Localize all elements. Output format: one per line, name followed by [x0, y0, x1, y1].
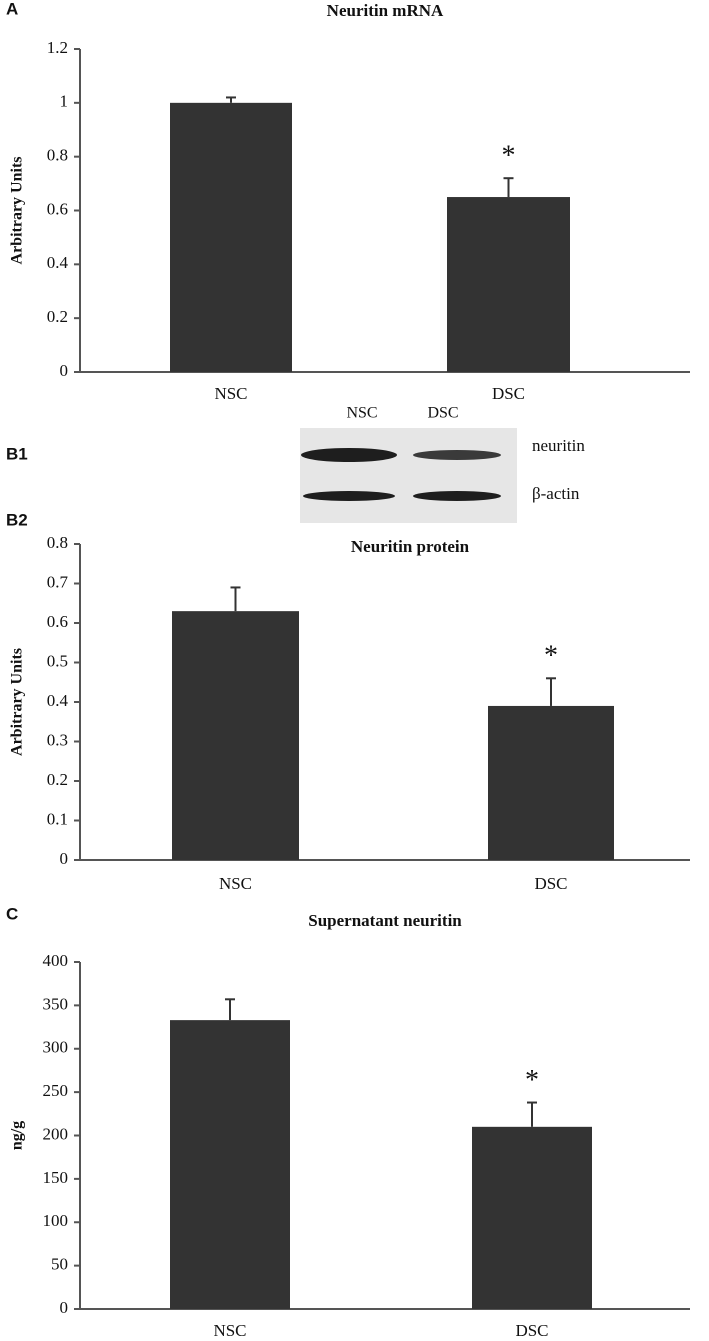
y-axis-label: Arbitrary Units — [9, 648, 26, 756]
chart-title: Neuritin protein — [351, 537, 470, 556]
blot-background — [300, 428, 517, 523]
x-tick-label: NSC — [214, 384, 247, 403]
y-tick-label: 0.2 — [47, 307, 68, 326]
x-tick-label: NSC — [213, 1321, 246, 1340]
x-tick-label: DSC — [492, 384, 525, 403]
chart-title: Neuritin mRNA — [327, 1, 444, 20]
y-tick-label: 0.3 — [47, 730, 68, 749]
significance-marker: * — [502, 141, 516, 172]
y-tick-label: 0.4 — [47, 691, 69, 710]
band-label: neuritin — [532, 436, 585, 455]
y-tick-label: 0.5 — [47, 651, 68, 670]
y-tick-label: 0 — [60, 849, 69, 868]
bar — [170, 102, 292, 372]
chart-title: Supernatant neuritin — [308, 911, 462, 930]
panel-label: C — [6, 904, 18, 923]
bar — [447, 197, 570, 372]
significance-marker: * — [544, 641, 558, 672]
y-axis-label: ng/g — [9, 1121, 26, 1150]
blot-band — [413, 491, 501, 501]
y-tick-label: 0 — [60, 361, 69, 380]
y-tick-label: 250 — [43, 1081, 69, 1100]
y-tick-label: 0.4 — [47, 253, 69, 272]
x-tick-label: NSC — [219, 874, 252, 893]
y-tick-label: 350 — [43, 994, 69, 1013]
y-tick-label: 0.2 — [47, 770, 68, 789]
y-tick-label: 100 — [43, 1211, 69, 1230]
y-tick-label: 0.6 — [47, 199, 68, 218]
x-tick-label: DSC — [534, 874, 567, 893]
y-tick-label: 0.6 — [47, 612, 68, 631]
panel-label: A — [6, 0, 18, 18]
bar — [488, 705, 614, 860]
significance-marker: * — [525, 1065, 539, 1096]
y-tick-label: 200 — [43, 1124, 69, 1143]
y-tick-label: 0.1 — [47, 809, 68, 828]
bar — [170, 1020, 290, 1309]
y-tick-label: 1.2 — [47, 38, 68, 57]
blot-band — [303, 491, 395, 501]
panel-label: B2 — [6, 510, 28, 529]
y-tick-label: 50 — [51, 1255, 68, 1274]
y-tick-label: 0 — [60, 1298, 69, 1317]
y-tick-label: 400 — [43, 951, 69, 970]
blot-band — [301, 448, 397, 462]
western-blot — [300, 428, 517, 523]
lane-label: DSC — [427, 405, 458, 422]
panel-label: B1 — [6, 444, 28, 463]
y-tick-label: 1 — [60, 92, 69, 111]
y-tick-label: 0.8 — [47, 146, 68, 165]
x-tick-label: DSC — [515, 1321, 548, 1340]
y-axis-label: Arbitrary Units — [9, 157, 26, 265]
band-label: β-actin — [532, 484, 580, 503]
bar — [472, 1126, 592, 1309]
y-tick-label: 150 — [43, 1168, 69, 1187]
y-tick-label: 300 — [43, 1038, 69, 1057]
blot-band — [413, 450, 501, 460]
y-tick-label: 0.8 — [47, 533, 68, 552]
bar — [172, 611, 299, 860]
y-tick-label: 0.7 — [47, 572, 69, 591]
lane-label: NSC — [346, 405, 377, 422]
